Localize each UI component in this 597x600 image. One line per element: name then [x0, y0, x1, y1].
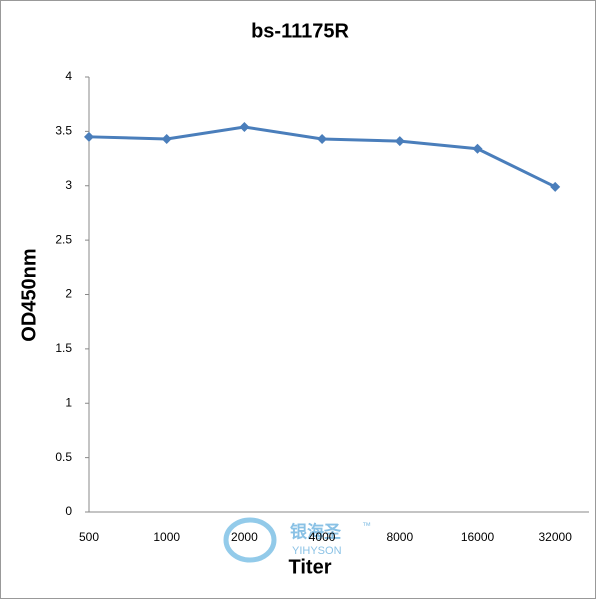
x-axis-label: Titer [289, 556, 332, 578]
x-tick-label: 32000 [539, 530, 573, 544]
x-tick-label: 16000 [461, 530, 495, 544]
y-tick-label: 2.5 [55, 232, 72, 246]
watermark-subtext: YIHYSON [292, 545, 342, 557]
chart-title: bs-11175R [251, 20, 349, 42]
data-point [472, 143, 483, 154]
watermark-mark: ™ [362, 520, 371, 530]
data-point [317, 133, 328, 144]
y-tick-label: 0.5 [55, 450, 72, 464]
y-tick-label: 0 [65, 504, 72, 518]
y-tick-label: 1.5 [55, 341, 72, 355]
x-tick-label: 500 [79, 530, 99, 544]
data-point [161, 133, 172, 144]
x-tick-label: 2000 [231, 530, 258, 544]
x-tick-label: 8000 [386, 530, 413, 544]
data-point [84, 131, 94, 142]
y-tick-label: 4 [65, 69, 72, 83]
data-point [394, 136, 405, 147]
data-point [550, 181, 561, 192]
watermark-logo [223, 517, 277, 563]
watermark-text: 银海圣 [290, 521, 342, 541]
watermark: 银海圣 ™ YIHYSON [223, 517, 371, 563]
y-tick-label: 3 [65, 178, 72, 192]
y-tick-label: 2 [65, 287, 72, 301]
x-tick-label: 1000 [153, 530, 180, 544]
y-axis-label: OD450nm [18, 248, 40, 341]
y-tick-label: 3.5 [55, 124, 72, 138]
y-tick-label: 1 [65, 395, 72, 409]
x-tick-label: 4000 [309, 530, 336, 544]
data-point [239, 122, 250, 133]
